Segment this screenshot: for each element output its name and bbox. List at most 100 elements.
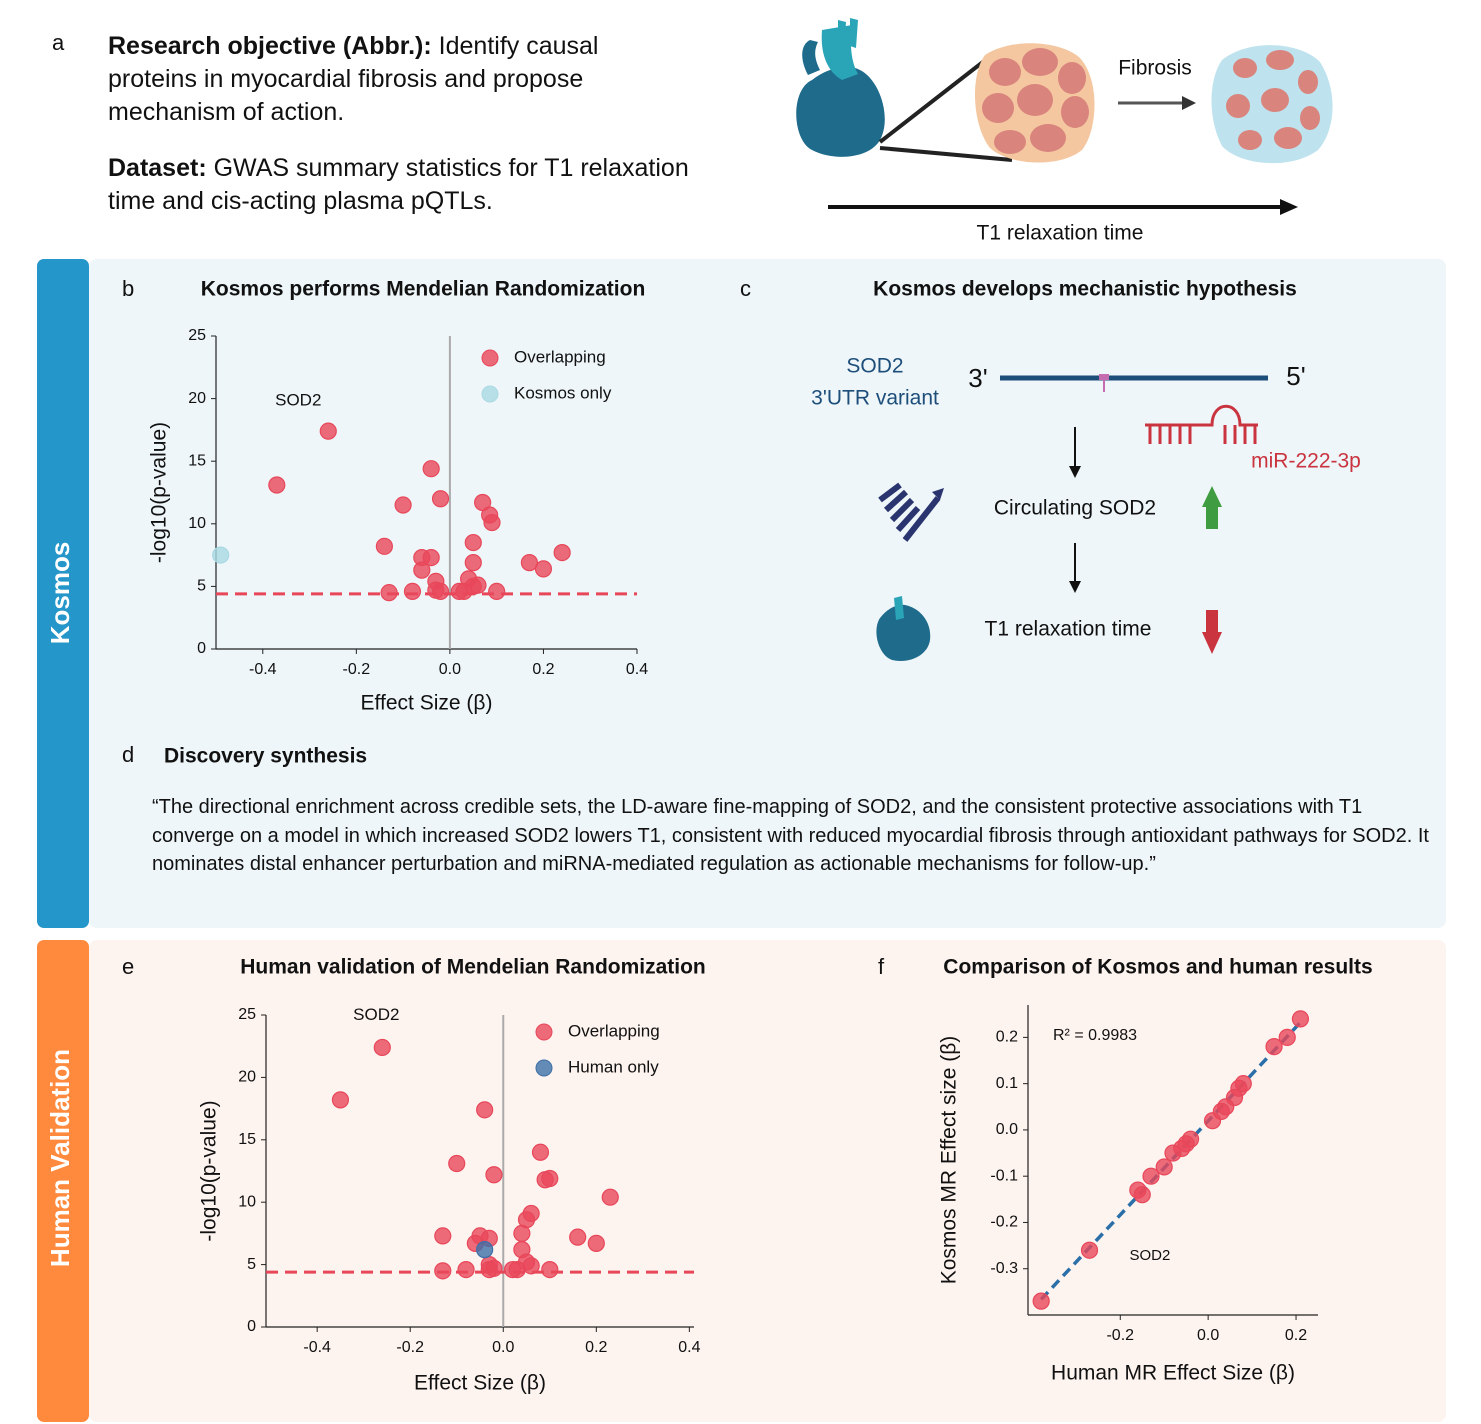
y-tick-label: 25 <box>188 327 206 344</box>
data-point <box>508 1260 526 1279</box>
dataset-label: Dataset: <box>108 154 207 182</box>
x-axis-label: Effect Size (β) <box>361 692 493 715</box>
data-point <box>422 460 440 478</box>
end-label: 5' <box>1286 361 1305 391</box>
panel-letter: f <box>878 954 885 979</box>
y-tick-label: 15 <box>188 452 206 469</box>
x-tick-label: -0.2 <box>396 1339 424 1356</box>
up-arrow <box>1206 505 1218 529</box>
legend-label: Human only <box>568 1057 659 1076</box>
y-tick-label: -0.2 <box>990 1214 1018 1231</box>
data-point <box>553 543 571 562</box>
objective: Research objective (Abbr.): Identify cau… <box>108 30 693 129</box>
legend-label: Overlapping <box>568 1021 660 1040</box>
data-point <box>601 1188 619 1206</box>
panel-letter: b <box>122 276 134 301</box>
data-point <box>476 1241 494 1259</box>
data-point <box>422 549 440 567</box>
arrowhead <box>1069 466 1081 478</box>
healthy-tissue <box>974 43 1095 163</box>
y-tick-label: -0.1 <box>990 1167 1018 1184</box>
data-point <box>434 1227 452 1245</box>
human-band <box>37 940 89 1422</box>
data-point <box>431 490 450 508</box>
x-tick-label: 0.4 <box>626 661 648 678</box>
data-point <box>1203 1112 1222 1130</box>
gene-label: SOD2 <box>846 355 903 378</box>
dataset-text: GWAS summary statistics for T1 relaxatio… <box>108 154 689 215</box>
data-point <box>587 1234 605 1252</box>
data-point <box>569 1228 587 1246</box>
y-tick-label: 0.2 <box>996 1029 1018 1046</box>
legend-marker <box>481 385 499 403</box>
data-point <box>541 1169 559 1188</box>
arrowhead <box>1182 96 1196 110</box>
data-point <box>448 1154 466 1173</box>
data-point <box>1142 1167 1160 1185</box>
data-point <box>476 1101 494 1119</box>
x-tick-label: 0.4 <box>678 1339 700 1356</box>
data-point <box>1032 1292 1050 1310</box>
objective-label: Research objective (Abbr.): <box>108 32 432 60</box>
up-arrow <box>1202 486 1222 507</box>
x-tick-label: -0.4 <box>249 661 277 678</box>
x-tick-label: -0.2 <box>1106 1327 1134 1344</box>
data-point <box>1129 1181 1147 1199</box>
legend-label: Overlapping <box>514 347 606 366</box>
data-point <box>431 582 450 601</box>
protein-icon <box>878 482 941 542</box>
y-axis-label: -log10(p-value) <box>148 422 171 563</box>
kosmos-band <box>37 259 89 928</box>
data-point <box>1164 1144 1182 1162</box>
data-point <box>212 546 230 564</box>
protein-icon <box>932 488 944 500</box>
data-point <box>534 560 553 578</box>
x-tick-label: 0.2 <box>585 1339 607 1356</box>
data-point <box>380 584 398 602</box>
data-point <box>485 1259 503 1277</box>
y-axis-label: -log10(p-value) <box>198 1100 221 1241</box>
x-tick-label: 0.0 <box>439 661 461 678</box>
data-point <box>434 1262 452 1280</box>
panel-letter: c <box>740 276 751 301</box>
panel-letter: d <box>122 742 134 767</box>
x-axis-label: Effect Size (β) <box>414 1372 546 1395</box>
data-point <box>541 1260 559 1279</box>
x-tick-label: -0.4 <box>303 1339 331 1356</box>
y-tick-label: 5 <box>197 578 206 595</box>
data-point <box>413 561 431 579</box>
mirna-icon <box>1145 404 1258 444</box>
x-tick-label: 0.2 <box>1285 1327 1307 1344</box>
data-point <box>469 576 487 594</box>
point-annotation: SOD2 <box>1130 1247 1171 1264</box>
point-annotation: SOD2 <box>275 391 321 410</box>
data-point <box>531 1143 550 1161</box>
r2-annotation: R² = 0.9983 <box>1053 1027 1137 1044</box>
legend-marker <box>535 1023 553 1041</box>
data-point <box>520 554 539 572</box>
objective-text: Identify causal proteins in myocardial f… <box>108 32 599 126</box>
down-arrow <box>1206 610 1218 634</box>
x-tick-label: -0.2 <box>343 661 371 678</box>
illustration-label: T1 relaxation time <box>977 222 1144 245</box>
y-tick-label: -0.3 <box>990 1260 1018 1277</box>
y-tick-label: 20 <box>238 1069 256 1086</box>
heart-icon <box>796 18 885 157</box>
arrowhead <box>1069 581 1081 593</box>
data-point <box>375 537 393 555</box>
data-point <box>319 422 337 440</box>
y-tick-label: 0 <box>197 640 206 657</box>
data-point <box>464 554 482 572</box>
chart-title: Comparison of Kosmos and human results <box>943 956 1372 979</box>
point-annotation: SOD2 <box>353 1005 399 1024</box>
zoom-line <box>878 56 990 144</box>
down-arrow <box>1202 632 1222 654</box>
data-point <box>513 1224 531 1243</box>
data-point <box>483 513 501 532</box>
legend-label: Kosmos only <box>514 383 612 402</box>
x-axis-label: Human MR Effect Size (β) <box>1051 1362 1295 1385</box>
y-tick-label: 5 <box>247 1256 256 1273</box>
data-point <box>268 476 286 494</box>
chart-title: Human validation of Mendelian Randomizat… <box>240 956 706 979</box>
